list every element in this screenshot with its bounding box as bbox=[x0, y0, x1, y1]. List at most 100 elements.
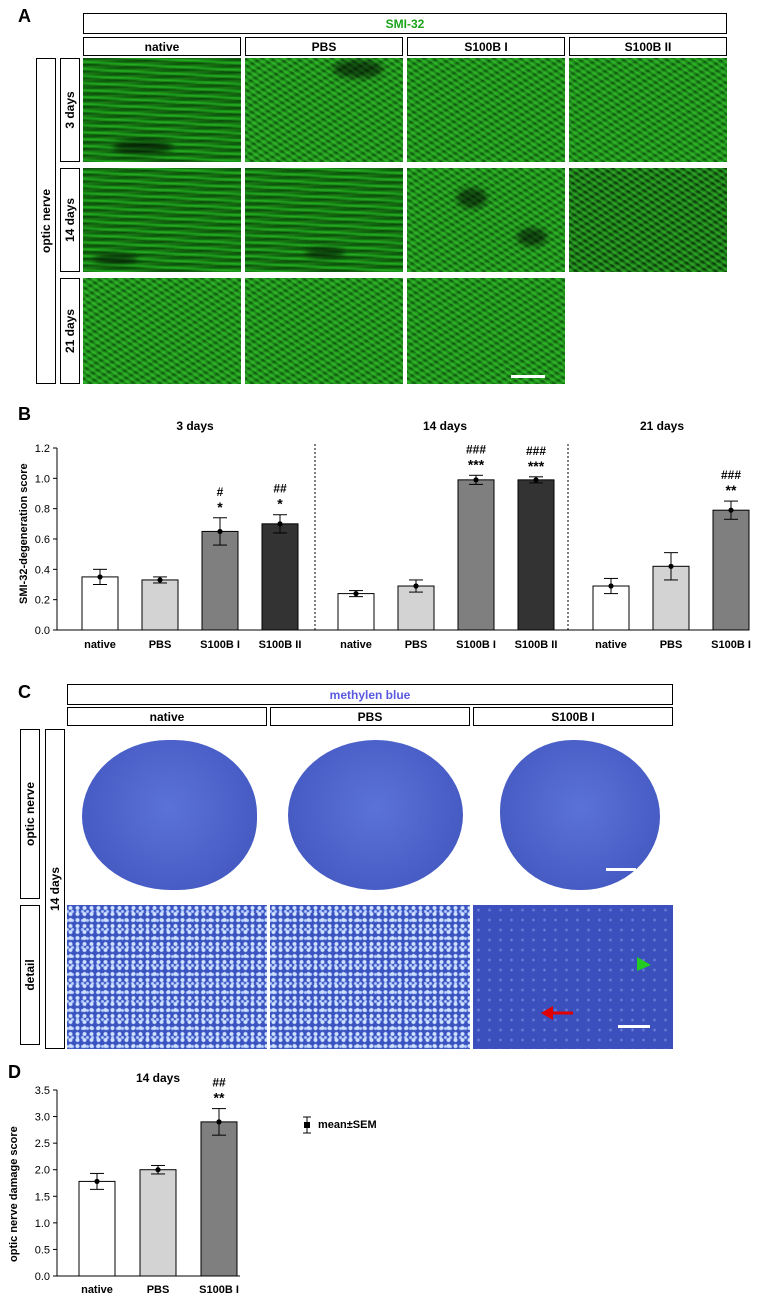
smi32-image-native-14d bbox=[83, 168, 241, 272]
panel-b-letter: B bbox=[18, 404, 31, 424]
mb-overview-pbs bbox=[288, 740, 463, 890]
d-x-tick-label: native bbox=[81, 1284, 113, 1296]
col-header-native: native bbox=[83, 37, 241, 56]
d-y-tick-label: 3.0 bbox=[35, 1112, 50, 1124]
d-y-tick-label: 2.5 bbox=[35, 1138, 50, 1150]
panel-d-letter: D bbox=[8, 1062, 21, 1082]
b-mean-point bbox=[608, 583, 614, 589]
c-row-header-14-days: 14 days bbox=[45, 729, 65, 1049]
panel-d-marks: 14 days native PBS ##** S100B I bbox=[78, 1071, 239, 1296]
smi32-image-pbs-21d bbox=[245, 278, 403, 384]
b-mean-point bbox=[277, 521, 283, 527]
b-bar bbox=[457, 479, 495, 631]
b-x-tick-label: PBS bbox=[149, 639, 172, 651]
d-y-tick-label: 0.0 bbox=[35, 1271, 50, 1283]
d-bar bbox=[139, 1169, 177, 1277]
b-mean-point bbox=[413, 583, 419, 589]
b-bar bbox=[517, 479, 555, 631]
col-header-s100b-i: S100B I bbox=[407, 37, 565, 56]
d-annotation-star: ** bbox=[214, 1090, 225, 1106]
d-y-tick-label: 1.0 bbox=[35, 1218, 50, 1230]
smi32-image-native-3d bbox=[83, 58, 241, 162]
b-annotation-hash: ### bbox=[526, 444, 546, 458]
c-scale-bar-detail bbox=[618, 1025, 650, 1028]
b-y-tick-label: 1.0 bbox=[35, 473, 50, 485]
methylen-blue-label: methylen blue bbox=[329, 687, 411, 702]
b-bar bbox=[397, 585, 435, 631]
b-bar bbox=[201, 530, 239, 631]
d-annotation-hash: ## bbox=[212, 1076, 226, 1090]
c-col-header-s100b-i: S100B I bbox=[473, 707, 673, 726]
mb-detail-native bbox=[67, 905, 267, 1049]
smi32-image-s100b-i-3d bbox=[407, 58, 565, 162]
d-x-tick-label: PBS bbox=[147, 1284, 170, 1296]
d-y-tick-label: 2.0 bbox=[35, 1165, 50, 1177]
b-x-tick-label: S100B I bbox=[711, 639, 751, 651]
b-y-tick-label: 0.2 bbox=[35, 595, 50, 607]
row-header-3-days: 3 days bbox=[60, 58, 80, 162]
d-mean-point bbox=[216, 1119, 222, 1125]
b-section-title: 21 days bbox=[640, 419, 684, 433]
b-y-tick-label: 0.4 bbox=[35, 564, 50, 576]
panel-d-chart: 0.0 0.5 1.0 1.5 2.0 2.5 3.0 3.5 14 days native PB… bbox=[35, 1071, 240, 1296]
b-annotation-star: ** bbox=[726, 482, 737, 498]
legend-label: mean±SEM bbox=[318, 1119, 377, 1131]
b-bar bbox=[81, 576, 119, 631]
c-col-header-native: native bbox=[67, 707, 267, 726]
b-mean-point bbox=[353, 591, 359, 597]
d-bar bbox=[78, 1180, 116, 1277]
row-header-21-days: 21 days bbox=[60, 278, 80, 384]
b-annotation-hash: ## bbox=[273, 482, 287, 496]
b-x-tick-label: S100B II bbox=[515, 639, 558, 651]
d-y-tick-label: 1.5 bbox=[35, 1191, 50, 1203]
scale-bar bbox=[511, 375, 545, 378]
b-annotation-hash: ### bbox=[466, 442, 486, 456]
mb-detail-pbs bbox=[270, 905, 470, 1049]
panel-b-axis: 0.0 0.2 0.4 0.6 0.8 1.0 1.2 bbox=[35, 443, 740, 637]
panel-a-stain-header: SMI-32 bbox=[83, 13, 727, 34]
b-mean-point bbox=[473, 477, 479, 483]
b-mean-point bbox=[157, 577, 163, 583]
b-section-title: 14 days bbox=[423, 419, 467, 433]
panel-c-letter: C bbox=[18, 682, 31, 702]
d-title: 14 days bbox=[136, 1071, 180, 1085]
col-header-pbs: PBS bbox=[245, 37, 403, 56]
b-bar bbox=[712, 509, 750, 631]
smi32-image-s100b-ii-14d bbox=[569, 168, 727, 272]
b-annotation-hash: # bbox=[217, 485, 224, 499]
b-section-title: 3 days bbox=[176, 419, 214, 433]
b-x-tick-label: native bbox=[595, 639, 627, 651]
b-mean-point bbox=[668, 563, 674, 569]
row-header-optic-nerve: optic nerve bbox=[36, 58, 56, 384]
panel-a-letter: A bbox=[18, 6, 31, 26]
col-header-s100b-ii: S100B II bbox=[569, 37, 727, 56]
b-x-tick-label: native bbox=[84, 639, 116, 651]
b-mean-point bbox=[217, 528, 223, 535]
b-mean-point bbox=[728, 507, 734, 513]
b-mean-point bbox=[97, 574, 103, 580]
b-mean-point bbox=[533, 477, 539, 483]
b-annotation-hash: ### bbox=[721, 468, 741, 482]
smi32-image-native-21d bbox=[83, 278, 241, 384]
smi32-image-pbs-14d bbox=[245, 168, 403, 272]
b-x-tick-label: PBS bbox=[660, 639, 683, 651]
mean-sem-icon bbox=[303, 1116, 311, 1134]
d-y-tick-label: 3.5 bbox=[35, 1085, 50, 1097]
smi32-label: SMI-32 bbox=[385, 16, 425, 31]
b-y-tick-label: 0.8 bbox=[35, 504, 50, 516]
mb-detail-s100b-i bbox=[473, 905, 673, 1049]
b-annotation-star: *** bbox=[528, 458, 545, 474]
b-annotation-star: * bbox=[217, 499, 223, 515]
mb-overview-native bbox=[82, 740, 257, 890]
green-arrowhead-icon bbox=[637, 957, 651, 971]
smi32-image-pbs-3d bbox=[245, 58, 403, 162]
b-x-tick-label: S100B I bbox=[456, 639, 496, 651]
smi32-image-s100b-i-21d bbox=[407, 278, 565, 384]
b-x-tick-label: native bbox=[340, 639, 372, 651]
panel-c-stain-header: methylen blue bbox=[67, 684, 673, 705]
b-y-tick-label: 0.6 bbox=[35, 534, 50, 546]
mb-overview-s100b-i bbox=[500, 740, 660, 890]
b-annotation-star: * bbox=[277, 496, 283, 512]
